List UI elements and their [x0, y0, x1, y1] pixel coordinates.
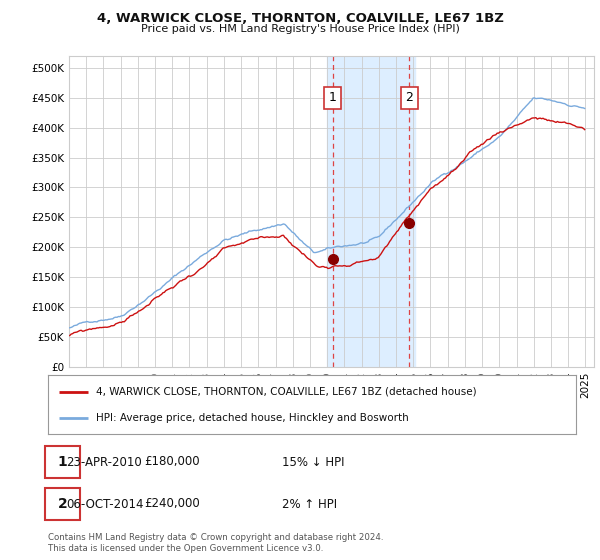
Text: £240,000: £240,000	[144, 497, 200, 511]
Bar	[327, 56, 415, 367]
Text: 23-APR-2010: 23-APR-2010	[66, 455, 142, 469]
Text: 1: 1	[58, 455, 67, 469]
Text: HPI: Average price, detached house, Hinckley and Bosworth: HPI: Average price, detached house, Hinc…	[95, 413, 408, 423]
Text: 2: 2	[58, 497, 67, 511]
Text: £180,000: £180,000	[144, 455, 200, 469]
Text: 15% ↓ HPI: 15% ↓ HPI	[282, 455, 344, 469]
Text: 4, WARWICK CLOSE, THORNTON, COALVILLE, LE67 1BZ: 4, WARWICK CLOSE, THORNTON, COALVILLE, L…	[97, 12, 503, 25]
Text: 06-OCT-2014: 06-OCT-2014	[66, 497, 143, 511]
Text: 4, WARWICK CLOSE, THORNTON, COALVILLE, LE67 1BZ (detached house): 4, WARWICK CLOSE, THORNTON, COALVILLE, L…	[95, 386, 476, 396]
Text: 2% ↑ HPI: 2% ↑ HPI	[282, 497, 337, 511]
Text: Contains HM Land Registry data © Crown copyright and database right 2024.
This d: Contains HM Land Registry data © Crown c…	[48, 533, 383, 553]
Text: 2: 2	[406, 91, 413, 105]
Text: Price paid vs. HM Land Registry's House Price Index (HPI): Price paid vs. HM Land Registry's House …	[140, 24, 460, 34]
Text: 1: 1	[329, 91, 337, 105]
